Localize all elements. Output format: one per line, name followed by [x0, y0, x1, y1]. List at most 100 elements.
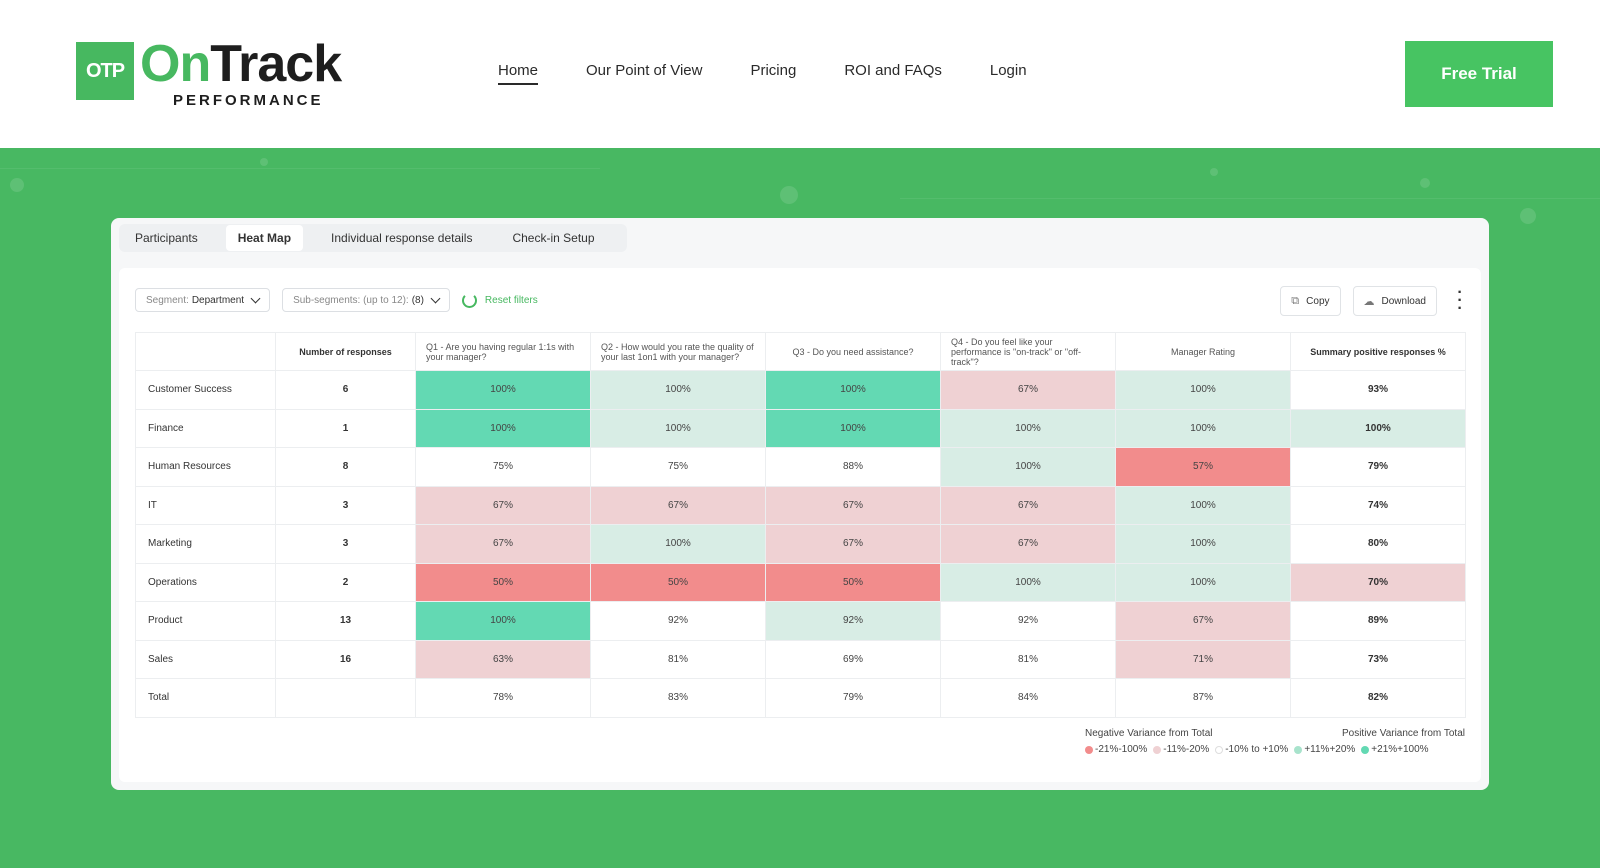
heatmap-cell: 100%	[1115, 562, 1291, 602]
response-count: 13	[275, 601, 416, 641]
row-label: Customer Success	[135, 370, 276, 410]
heatmap-cell: 100%	[940, 447, 1116, 487]
heatmap-cell: 100%	[1115, 485, 1291, 525]
row-label: Marketing	[135, 524, 276, 564]
heatmap-cell: 92%	[765, 601, 941, 641]
hero-decoration	[900, 198, 1600, 199]
download-label: Download	[1381, 295, 1426, 307]
table-row: Human Resources 8 75% 75% 88% 100% 57% 79%	[135, 447, 1466, 487]
legend-dot-icon	[1215, 745, 1224, 754]
nav-login[interactable]: Login	[989, 62, 1027, 79]
table-row: Sales 16 63% 81% 69% 81% 71% 73%	[135, 639, 1466, 679]
response-count: 8	[275, 447, 416, 487]
heatmap-cell: 69%	[765, 639, 941, 679]
segment-select[interactable]: Segment: Department	[135, 288, 271, 312]
hero-decoration	[1520, 208, 1536, 224]
summary-cell: 70%	[1290, 562, 1466, 602]
legend-dot-icon	[1294, 745, 1303, 754]
hero-decoration	[1420, 178, 1430, 188]
response-count: 2	[275, 562, 416, 602]
nav-home[interactable]: Home	[498, 62, 539, 85]
legend-label: +21%+100%	[1371, 744, 1429, 755]
column-header: Q4 - Do you feel like your performance i…	[940, 332, 1116, 371]
column-header: Number of responses	[275, 332, 416, 371]
table-row: Product 13 100% 92% 92% 92% 67% 89%	[135, 601, 1466, 641]
heatmap-cell: 100%	[415, 408, 591, 448]
legend-label: -21%-100%	[1095, 744, 1148, 755]
hero-decoration	[260, 158, 268, 166]
table-row: Operations 2 50% 50% 50% 100% 100% 70%	[135, 562, 1466, 602]
legend-item: -11%-20%	[1153, 744, 1209, 755]
download-button[interactable]: ☁ Download	[1352, 286, 1437, 316]
heatmap-cell: 83%	[590, 678, 766, 718]
column-header: Summary positive responses %	[1290, 332, 1466, 371]
heatmap-cell: 100%	[590, 370, 766, 410]
legend-item: +11%+20%	[1294, 744, 1355, 755]
chevron-down-icon	[430, 293, 441, 303]
heatmap-cell: 100%	[1115, 370, 1291, 410]
heatmap-cell: 67%	[765, 524, 941, 564]
heatmap-table: Number of responses Q1 - Are you having …	[135, 332, 1466, 718]
heatmap-cell: 100%	[1115, 408, 1291, 448]
column-header: Q3 - Do you need assistance?	[765, 332, 941, 371]
tab-participants[interactable]: Participants	[135, 231, 198, 245]
tab-check-in-setup[interactable]: Check-in Setup	[512, 231, 595, 245]
more-options-icon[interactable]: · · ·	[1457, 284, 1463, 317]
copy-button[interactable]: ⧉ Copy	[1280, 286, 1341, 316]
heatmap-cell: 100%	[940, 408, 1116, 448]
nav-roi-and-faqs[interactable]: ROI and FAQs	[844, 62, 942, 79]
column-header: Q2 - How would you rate the quality of y…	[590, 332, 766, 371]
heatmap-cell: 75%	[415, 447, 591, 487]
heatmap-cell: 79%	[765, 678, 941, 718]
summary-cell: 82%	[1290, 678, 1466, 718]
hero-decoration	[0, 168, 600, 169]
legend-item: -21%-100%	[1085, 744, 1147, 755]
heatmap-cell: 63%	[415, 639, 591, 679]
heatmap-cell: 100%	[1115, 524, 1291, 564]
heatmap-cell: 87%	[1115, 678, 1291, 718]
row-label: Product	[135, 601, 276, 641]
heatmap-cell: 57%	[1115, 447, 1291, 487]
legend-label: +11%+20%	[1304, 744, 1356, 755]
heatmap-cell: 92%	[940, 601, 1116, 641]
heatmap-cell: 84%	[940, 678, 1116, 718]
logo-track: Track	[210, 35, 342, 93]
logo-wordmark: OnTrack	[140, 34, 342, 94]
heatmap-cell: 50%	[590, 562, 766, 602]
subsegments-select[interactable]: Sub-segments: (up to 12): (8)	[282, 288, 450, 312]
nav-our-point-of-view[interactable]: Our Point of View	[586, 62, 703, 79]
heatmap-cell: 100%	[940, 562, 1116, 602]
response-count	[275, 678, 416, 718]
heatmap-cell: 100%	[590, 524, 766, 564]
tab-individual-response-details[interactable]: Individual response details	[331, 231, 473, 245]
table-row: IT 3 67% 67% 67% 67% 100% 74%	[135, 485, 1466, 525]
heatmap-panel: Segment: Department Sub-segments: (up to…	[119, 268, 1481, 782]
heatmap-cell: 67%	[1115, 601, 1291, 641]
column-header: Q1 - Are you having regular 1:1s with yo…	[415, 332, 591, 371]
legend-dot-icon	[1361, 745, 1370, 754]
heatmap-cell: 67%	[765, 485, 941, 525]
heatmap-cell: 100%	[765, 408, 941, 448]
heatmap-cell: 50%	[765, 562, 941, 602]
logo-subtitle: PERFORMANCE	[173, 92, 324, 109]
legend-label: -11%-20%	[1163, 744, 1210, 755]
variance-legend: Negative Variance from Total Positive Va…	[1085, 728, 1465, 764]
site-header: OTP OnTrack PERFORMANCE Home Our Point o…	[0, 0, 1600, 148]
hero-decoration	[10, 178, 24, 192]
summary-cell: 79%	[1290, 447, 1466, 487]
heatmap-cell: 100%	[415, 370, 591, 410]
response-count: 16	[275, 639, 416, 679]
heatmap-card: Participants Heat Map Individual respons…	[111, 218, 1489, 790]
tab-heat-map[interactable]: Heat Map	[225, 225, 304, 251]
ontrack-logo[interactable]: OTP OnTrack PERFORMANCE	[76, 35, 361, 110]
nav-pricing[interactable]: Pricing	[750, 62, 797, 79]
summary-cell: 100%	[1290, 408, 1466, 448]
main-nav: Home Our Point of View Pricing ROI and F…	[498, 62, 1075, 85]
copy-label: Copy	[1306, 295, 1330, 307]
chevron-down-icon	[250, 293, 261, 303]
heatmap-cell: 71%	[1115, 639, 1291, 679]
filter-bar: Segment: Department Sub-segments: (up to…	[135, 288, 538, 312]
response-count: 1	[275, 408, 416, 448]
free-trial-button[interactable]: Free Trial	[1405, 41, 1553, 107]
reset-filters-button[interactable]: Reset filters	[461, 292, 538, 308]
